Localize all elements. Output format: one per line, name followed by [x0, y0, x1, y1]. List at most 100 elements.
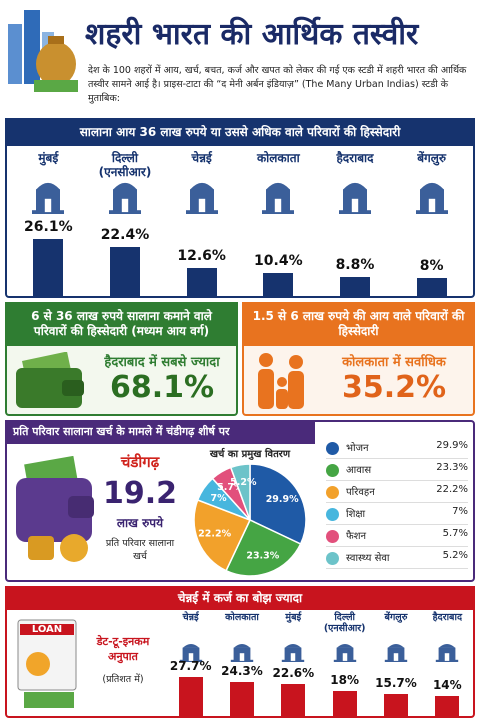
- debt-title: चेन्नई में कर्ज का बोझ ज्यादा: [5, 586, 475, 610]
- icon-part: [188, 653, 193, 661]
- city-icon: [179, 643, 202, 662]
- slice-label: 23.3%: [246, 550, 279, 561]
- icon-part: [351, 198, 359, 213]
- value-label: 27.7%: [169, 659, 212, 674]
- icon-part: [182, 643, 200, 648]
- icon-part: [266, 182, 291, 190]
- value-label: 22.4%: [100, 226, 150, 243]
- bar: [178, 677, 203, 716]
- legend-swatch: [326, 552, 339, 565]
- debt-ylabel-note: (प्रतिशत में): [102, 674, 144, 685]
- icon-part: [189, 182, 214, 190]
- legend-swatch: [326, 442, 339, 455]
- legend-rule: [326, 458, 468, 459]
- pie-slice: [193, 499, 252, 572]
- value-label: 12.6%: [177, 248, 226, 265]
- legend-label: भोजन: [346, 443, 369, 454]
- icon-part: [109, 210, 141, 214]
- icon-part: [185, 210, 218, 214]
- x-tick-label: हैदराबाद: [336, 151, 374, 165]
- legend-value: 5.7%: [442, 528, 468, 539]
- icon-part: [339, 210, 371, 214]
- spending-city: चंडीगढ़: [120, 453, 160, 471]
- legend-label: फैशन: [346, 531, 367, 542]
- legend-rule: [326, 546, 468, 547]
- city-icon: [32, 182, 65, 214]
- pie-slice: [249, 463, 307, 545]
- wallet-icon: [16, 352, 84, 408]
- middle-title: 6 से 36 लाख रुपये सालाना कमाने वाले परिव…: [5, 302, 238, 346]
- value-label: 18%: [330, 672, 360, 687]
- value-label: 8%: [419, 258, 444, 275]
- value-label: 26.1%: [24, 218, 73, 235]
- value-label: 22.6%: [272, 666, 315, 681]
- title: शहरी भारत की आर्थिक तस्वीर: [85, 16, 419, 52]
- legend-value: 23.3%: [436, 462, 468, 473]
- slice-label: 5.2%: [230, 477, 257, 488]
- value-label: 15.7%: [375, 676, 417, 691]
- bar: [281, 684, 306, 716]
- pie-chart: 29.9% 23.3% 22.2% 7%5.7%5.2%: [193, 463, 307, 577]
- icon-part: [239, 653, 245, 661]
- loan-icon: [17, 619, 77, 708]
- bar: [340, 276, 370, 296]
- icon-part: [275, 198, 282, 213]
- icon-part: [445, 653, 450, 661]
- icon-part: [113, 182, 137, 190]
- income-title: सालाना आय 36 लाख रुपये या उससे अधिक वाले…: [5, 118, 475, 146]
- slice-label: 5.7%: [217, 482, 244, 493]
- icon-part: [415, 210, 448, 214]
- slice-label: 29.9%: [266, 494, 299, 505]
- legend-swatch: [326, 464, 339, 477]
- legend-label: आवास: [346, 465, 372, 476]
- icon-part: [336, 643, 354, 648]
- icon-part: [438, 643, 456, 648]
- spending-title: प्रति परिवार सालाना खर्च के मामले में चं…: [5, 420, 315, 444]
- bar: [384, 694, 408, 716]
- legend-rule: [326, 524, 468, 525]
- icon-part: [384, 659, 408, 662]
- icon-part: [284, 643, 302, 648]
- middle-highlight: हैदराबाद में सबसे ज्यादा: [104, 355, 220, 370]
- legend-rule: [326, 480, 468, 481]
- intro: देश के 100 शहरों में आय, खर्च, बचत, कर्ज…: [88, 65, 467, 104]
- value-label: 10.4%: [254, 253, 303, 270]
- legend-value: 7%: [452, 506, 468, 517]
- spending-note: प्रति परिवार सालाना खर्च: [105, 538, 175, 562]
- icon-part: [436, 659, 459, 662]
- header-icon: [8, 10, 78, 92]
- family-icon: [258, 353, 304, 409]
- city-icon: [185, 182, 218, 214]
- x-tick-label: चेन्नई: [182, 612, 199, 623]
- city-icon: [109, 182, 141, 214]
- icon-part: [342, 653, 347, 661]
- middle-value: 68.1%: [109, 370, 215, 405]
- bar: [110, 246, 140, 296]
- slice-label: 7%: [211, 493, 228, 504]
- x-tick-label: मुंबई: [285, 612, 302, 623]
- city-icon: [339, 182, 371, 214]
- icon-part: [393, 653, 399, 661]
- pie-title: खर्च का प्रमुख वितरण: [209, 449, 291, 460]
- city-icon: [384, 643, 408, 662]
- wallet-icon: [16, 456, 94, 562]
- icon-part: [198, 198, 205, 213]
- bar: [263, 273, 294, 296]
- slice-label: 22.2%: [198, 529, 231, 540]
- icon-part: [179, 659, 202, 662]
- legend-rule: [326, 502, 468, 503]
- icon-part: [262, 210, 295, 214]
- icon-part: [291, 653, 296, 661]
- middle-highlight: कोलकाता में सर्वाधिक: [342, 355, 446, 370]
- city-icon: [230, 643, 254, 662]
- city-icon: [436, 643, 459, 662]
- legend-label: स्वास्थ्य सेवा: [346, 553, 390, 564]
- x-tick-label: बेंगलुरु: [384, 612, 408, 623]
- icon-part: [419, 182, 444, 190]
- value-label: 8.8%: [335, 256, 375, 273]
- x-tick-label: बेंगलुरु: [417, 151, 447, 165]
- legend-value: 22.2%: [436, 484, 468, 495]
- pie-slice: [229, 463, 251, 521]
- middle-title: 1.5 से 6 लाख रुपये की आय वाले परिवारों क…: [242, 302, 475, 346]
- icon-part: [32, 210, 65, 214]
